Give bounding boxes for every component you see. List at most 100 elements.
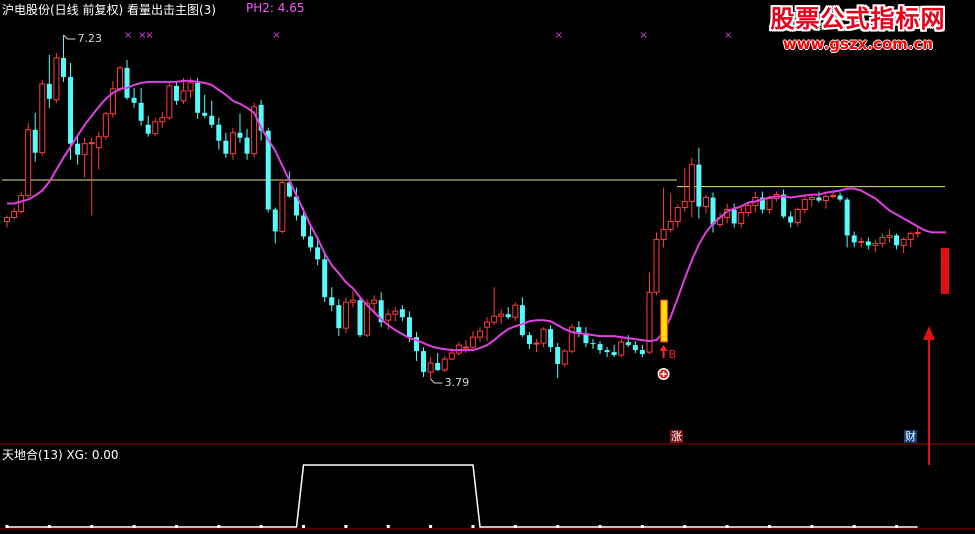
candle-body-up xyxy=(364,302,371,336)
candle-body-up xyxy=(808,197,815,201)
candle-body-up xyxy=(455,344,462,354)
candle xyxy=(293,187,299,221)
candle xyxy=(152,117,159,136)
xg-dot xyxy=(640,525,644,528)
candle-body-down xyxy=(258,104,264,131)
candle-body-up xyxy=(187,82,194,92)
candle-body-down xyxy=(145,124,151,134)
candle-body-up xyxy=(484,321,491,328)
candle-body-up xyxy=(427,362,434,373)
candle-body-down xyxy=(526,335,532,345)
candle xyxy=(279,179,286,234)
candle xyxy=(81,137,88,178)
buy-arrow xyxy=(659,345,668,351)
candle xyxy=(851,231,857,248)
candle xyxy=(216,117,222,150)
candle-body-up xyxy=(872,242,879,246)
candle xyxy=(209,100,215,128)
xg-dot xyxy=(598,525,602,528)
candle-body-down xyxy=(315,247,321,260)
watermark-url: www.gszx.com.cn xyxy=(782,35,934,53)
top-x-marker: × xyxy=(639,30,647,41)
chart-title: 沪电股份(日线 前复权) 看量出击主图(3) xyxy=(2,3,216,17)
candle-body-down xyxy=(173,85,179,101)
candle xyxy=(653,232,660,296)
candle-body-up xyxy=(462,346,469,349)
candle-body-up xyxy=(349,299,356,303)
xg-dot xyxy=(810,525,814,528)
candle xyxy=(477,327,484,343)
candle-body-up xyxy=(392,310,399,315)
candle xyxy=(688,157,695,218)
candle xyxy=(844,197,850,248)
candle-body-up xyxy=(533,342,540,345)
candle xyxy=(462,340,469,354)
candle xyxy=(808,193,815,207)
candle-body-down xyxy=(759,197,765,210)
xg-dot xyxy=(344,525,348,528)
candle-body-up xyxy=(766,198,773,211)
candle xyxy=(413,332,419,362)
xg-dot xyxy=(683,525,687,528)
xg-dot xyxy=(767,525,771,528)
top-x-marker: × xyxy=(724,30,732,41)
candle xyxy=(60,35,66,82)
candle xyxy=(519,297,525,338)
candle-body-down xyxy=(519,305,525,336)
candle xyxy=(421,347,427,378)
candle-body-up xyxy=(441,358,448,371)
xg-dot xyxy=(556,525,560,528)
candle-body-down xyxy=(195,82,201,113)
candle-body-up xyxy=(342,301,349,329)
candle xyxy=(435,353,441,372)
candle-body-up xyxy=(540,328,547,344)
xg-dot xyxy=(132,525,136,528)
xg-dot xyxy=(90,525,94,528)
candle-body-down xyxy=(293,196,299,216)
candle xyxy=(342,297,349,334)
candle-body-down xyxy=(399,309,405,318)
candle xyxy=(865,237,871,250)
candle xyxy=(548,325,554,353)
candle-body-down xyxy=(851,235,857,243)
candle xyxy=(837,192,843,202)
candlesticks xyxy=(4,35,921,379)
candle xyxy=(308,227,314,252)
candle-body-up xyxy=(81,143,88,156)
candle-body-up xyxy=(660,228,667,240)
candle-body-down xyxy=(237,132,243,138)
candle-body-up xyxy=(448,352,455,360)
candle xyxy=(145,115,151,137)
candle xyxy=(109,80,116,118)
candle xyxy=(39,79,46,156)
candle-body-up xyxy=(116,67,123,90)
candle-body-down xyxy=(625,342,631,346)
candle-body-up xyxy=(794,209,801,223)
low-price-label: 3.79 xyxy=(444,375,470,389)
candle xyxy=(427,357,434,379)
candle xyxy=(696,147,702,219)
candle xyxy=(124,59,130,100)
candle xyxy=(816,191,822,203)
candle xyxy=(223,132,229,158)
candle xyxy=(102,111,109,140)
candle-body-down xyxy=(32,129,38,153)
candle xyxy=(788,211,794,228)
xg-dot xyxy=(302,525,306,528)
signal-bar xyxy=(660,299,669,343)
candle xyxy=(632,341,638,354)
candle xyxy=(286,171,292,198)
candle xyxy=(455,342,462,356)
candle-body-up xyxy=(512,304,519,318)
candle xyxy=(258,99,264,141)
candle-body-up xyxy=(102,113,109,138)
signal-markers: × ×× × × × ×B xyxy=(63,30,949,465)
candle-body-up xyxy=(801,199,808,211)
candle-body-up xyxy=(702,197,709,208)
candle-body-up xyxy=(674,207,681,222)
watermark-logo: 股票公式指标网 www.gszx.com.cn xyxy=(749,4,967,62)
candle xyxy=(872,239,879,253)
candle xyxy=(32,112,38,162)
candle-body-down xyxy=(816,197,822,201)
candle-body-down xyxy=(209,115,215,125)
